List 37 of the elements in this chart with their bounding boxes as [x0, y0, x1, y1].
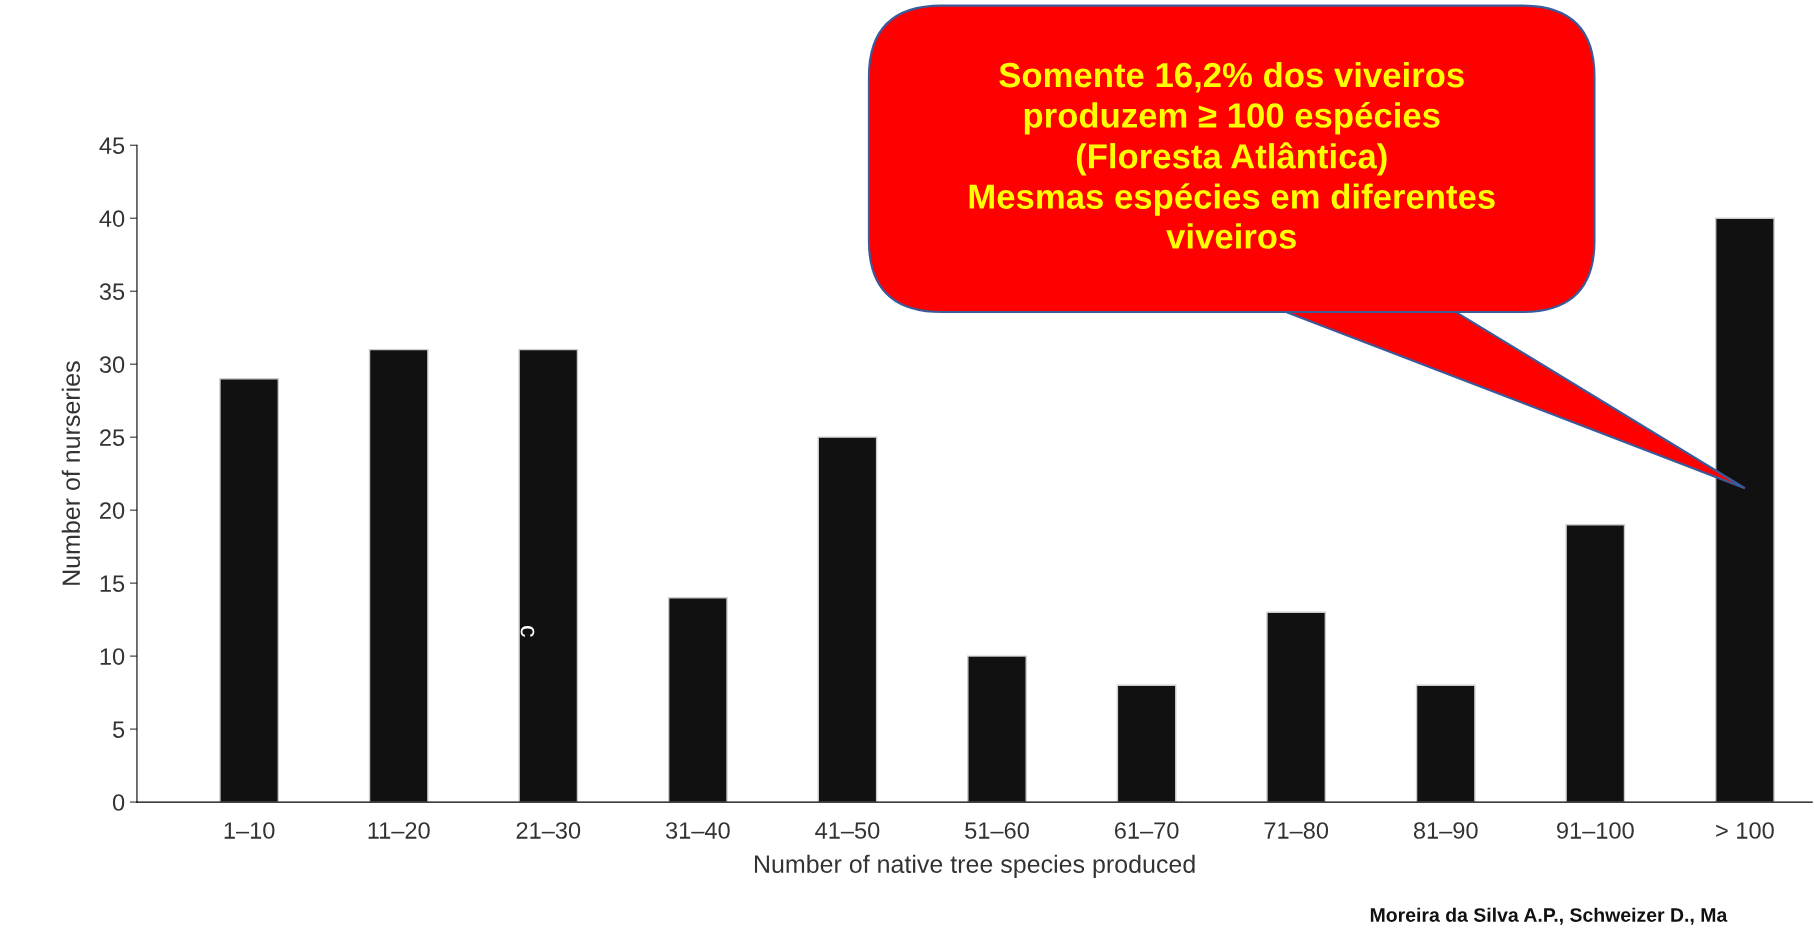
- bar: [967, 655, 1027, 803]
- x-tick-label: 1–10: [224, 822, 275, 839]
- bar: [518, 348, 579, 803]
- x-tick-label: 41–50: [815, 822, 880, 839]
- x-tick-label: > 100: [1716, 822, 1774, 839]
- y-tick-label: 15: [100, 575, 125, 592]
- x-axis-title: Number of native tree species produced: [754, 854, 1195, 878]
- y-tick-label: 0: [112, 794, 125, 811]
- bar: [1116, 684, 1177, 803]
- bar: [219, 378, 279, 803]
- bar: [667, 597, 728, 803]
- annotation: c: [520, 626, 535, 637]
- x-tick-label: 21–30: [516, 822, 581, 839]
- bar: [1266, 611, 1327, 803]
- x-tick-label: 71–80: [1264, 822, 1329, 839]
- y-tick-label: 25: [100, 429, 125, 446]
- bar: [1565, 524, 1626, 803]
- y-tick-label: 10: [100, 648, 125, 665]
- y-tick-label: 35: [99, 283, 125, 300]
- y-tick-label: 5: [112, 721, 125, 738]
- bar: [1415, 684, 1476, 803]
- bar: [817, 436, 878, 803]
- x-tick-label: 81–90: [1413, 822, 1478, 839]
- bar: [1715, 217, 1775, 803]
- y-tick-label: 20: [100, 502, 125, 519]
- text: Moreira da Silva A.P., Schweizer D., Ma: [1370, 907, 1728, 925]
- x-tick-label: 31–40: [665, 822, 730, 839]
- y-axis-title: Number of nurseries: [61, 361, 81, 585]
- y-tick-label: 45: [99, 137, 125, 155]
- bar: [368, 348, 429, 803]
- x-tick-label: 11–20: [368, 822, 430, 839]
- y-tick-label: 30: [99, 356, 125, 373]
- annotation: Somente 16,2% dos viveiros produzem ≥ 100 espécies (Floresta Atlântica) Mesmas espécies em diferentes viveiros: [969, 61, 1495, 249]
- x-tick-label: 61–70: [1114, 822, 1179, 839]
- x-tick-label: 91–100: [1557, 822, 1634, 839]
- x-tick-label: 51–60: [965, 822, 1029, 839]
- y-tick-label: 40: [99, 210, 125, 227]
